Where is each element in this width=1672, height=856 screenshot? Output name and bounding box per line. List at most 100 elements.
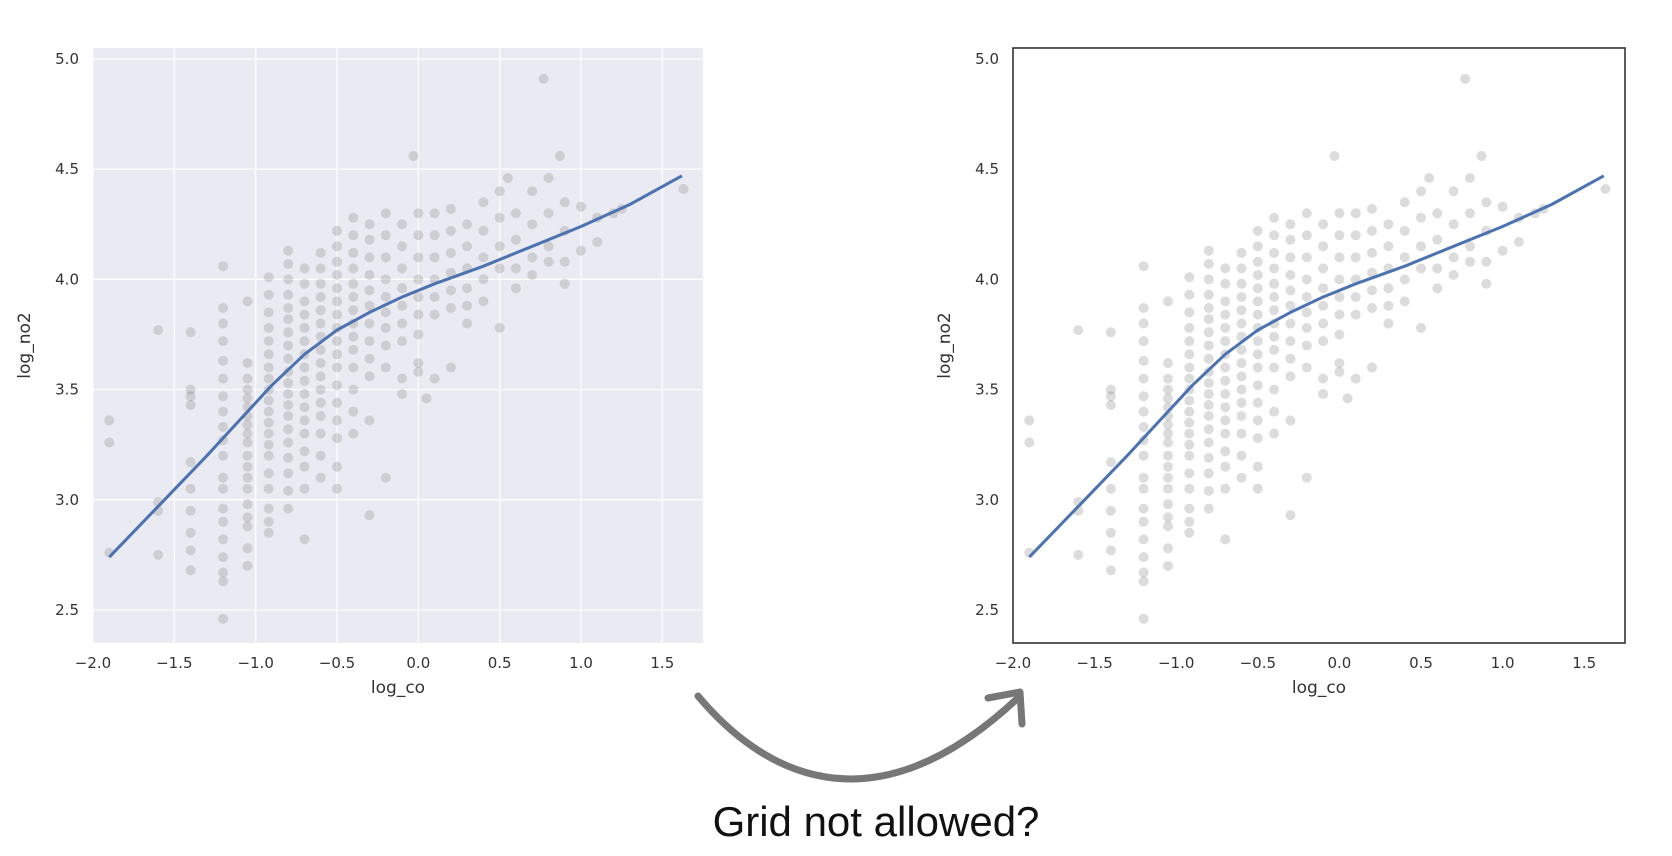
x-tick-label: 1.0 xyxy=(1491,654,1515,672)
data-point xyxy=(1203,485,1214,496)
data-point xyxy=(242,419,253,430)
data-point xyxy=(299,362,310,373)
data-point xyxy=(218,576,229,587)
data-point xyxy=(185,527,196,538)
data-point xyxy=(554,151,565,161)
data-point xyxy=(1252,241,1263,252)
data-point xyxy=(364,252,375,263)
data-point xyxy=(1399,197,1410,208)
data-point xyxy=(397,300,408,311)
data-point xyxy=(1184,373,1195,384)
data-point xyxy=(263,322,274,333)
data-point xyxy=(1138,303,1149,313)
data-point xyxy=(527,219,538,230)
data-point xyxy=(1138,422,1149,432)
data-point xyxy=(185,400,196,410)
data-point xyxy=(1600,184,1611,194)
data-point xyxy=(1163,560,1173,571)
y-axis-label: log_no2 xyxy=(935,312,955,378)
data-point xyxy=(348,428,359,439)
data-point xyxy=(543,256,554,267)
data-point xyxy=(1285,510,1296,521)
y-tick-label: 5.0 xyxy=(55,50,79,68)
data-point xyxy=(1350,230,1361,241)
data-point xyxy=(1184,503,1195,514)
data-point xyxy=(1203,503,1214,514)
data-point xyxy=(1329,151,1340,161)
data-point xyxy=(283,485,294,496)
data-point xyxy=(1184,417,1195,428)
data-point xyxy=(1432,208,1443,219)
data-point xyxy=(1269,406,1280,417)
data-point xyxy=(1285,353,1296,364)
data-point xyxy=(299,446,310,457)
data-point xyxy=(1285,300,1296,311)
data-point xyxy=(1105,457,1116,468)
data-point xyxy=(283,327,294,338)
data-point xyxy=(1448,270,1459,280)
data-point xyxy=(380,292,391,302)
x-tick-label: −1.0 xyxy=(237,654,273,672)
data-point xyxy=(1252,362,1263,373)
data-point xyxy=(445,267,456,278)
data-point xyxy=(1318,389,1329,399)
data-point xyxy=(413,309,424,320)
data-point xyxy=(218,373,229,384)
data-point xyxy=(1269,292,1280,302)
data-point xyxy=(332,270,342,280)
data-point xyxy=(1460,73,1471,84)
data-point xyxy=(1269,212,1280,223)
data-point xyxy=(1220,483,1231,494)
data-point xyxy=(364,219,375,230)
data-point xyxy=(1301,252,1312,263)
data-point xyxy=(242,483,253,494)
data-point xyxy=(1105,483,1116,494)
data-point xyxy=(1448,219,1459,230)
data-point xyxy=(1497,201,1508,212)
data-point xyxy=(413,292,424,302)
data-point xyxy=(315,428,326,439)
data-point xyxy=(1203,378,1214,388)
data-point xyxy=(429,208,440,219)
y-tick-label: 3.0 xyxy=(55,491,79,509)
data-point xyxy=(1285,270,1296,280)
data-point xyxy=(242,543,253,554)
data-point xyxy=(1334,292,1345,302)
data-point xyxy=(397,336,408,347)
data-point xyxy=(218,567,229,578)
data-point xyxy=(263,395,274,406)
data-point xyxy=(1301,208,1312,219)
data-point xyxy=(1383,219,1394,230)
data-point xyxy=(185,457,196,468)
data-point xyxy=(1334,274,1345,285)
data-point xyxy=(283,411,294,421)
data-point xyxy=(299,375,310,386)
data-point xyxy=(1163,461,1173,472)
y-tick-label: 2.5 xyxy=(975,601,999,619)
data-point xyxy=(678,184,689,194)
data-point xyxy=(1073,549,1084,560)
data-point xyxy=(364,300,375,311)
data-point xyxy=(242,393,253,404)
data-point xyxy=(1203,327,1214,338)
data-point xyxy=(1236,305,1247,316)
data-point xyxy=(462,219,473,230)
y-tick-label: 4.0 xyxy=(975,270,999,288)
data-point xyxy=(1184,349,1195,360)
data-point xyxy=(576,245,586,256)
data-point xyxy=(1163,450,1173,461)
x-tick-label: 1.5 xyxy=(650,654,674,672)
data-point xyxy=(263,349,274,360)
data-point xyxy=(263,406,274,417)
data-point xyxy=(1220,446,1231,457)
data-point xyxy=(1285,318,1296,329)
data-point xyxy=(1220,362,1231,373)
data-point xyxy=(538,73,549,84)
data-point xyxy=(1220,375,1231,386)
x-tick-label: −0.5 xyxy=(1240,654,1276,672)
data-point xyxy=(263,527,274,538)
data-point xyxy=(218,516,229,527)
data-point xyxy=(1252,270,1263,280)
data-point xyxy=(380,307,391,318)
data-point xyxy=(1497,245,1508,256)
